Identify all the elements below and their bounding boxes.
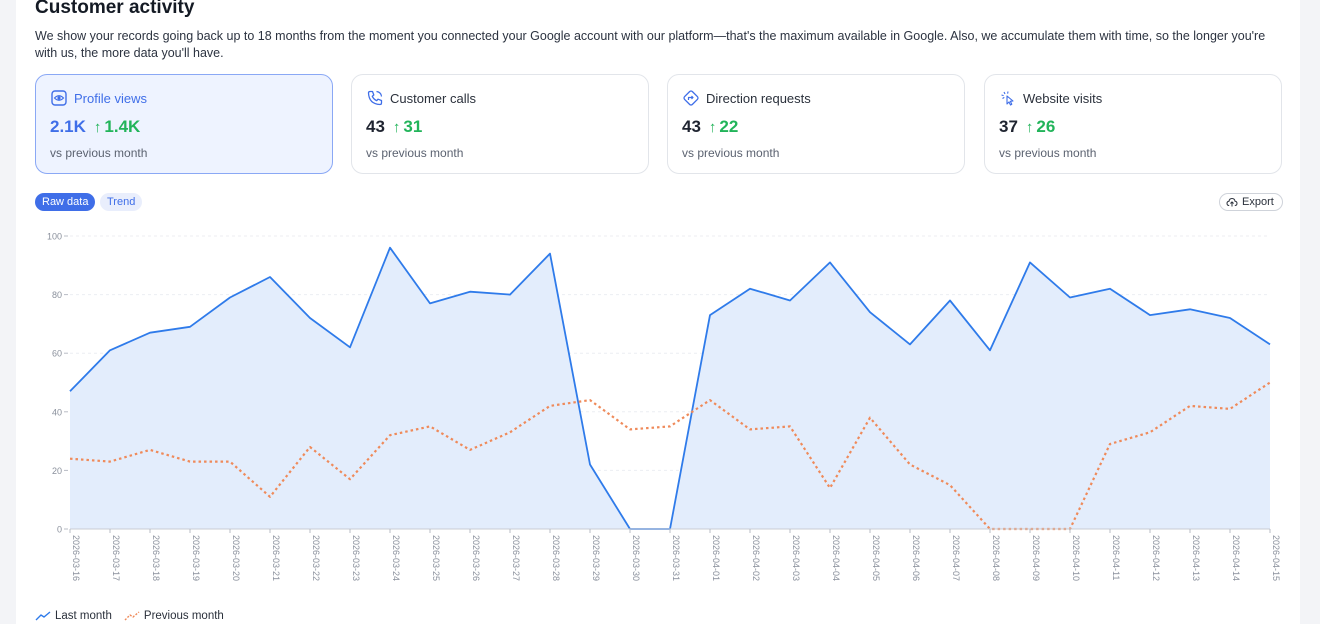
x-tick-label: 2026-03-22 bbox=[311, 535, 321, 581]
card-value: 43 bbox=[682, 117, 701, 136]
line-chart-icon bbox=[124, 611, 140, 621]
card-label: Profile views bbox=[74, 90, 147, 106]
y-tick-label: 60 bbox=[52, 349, 62, 359]
x-tick-label: 2026-04-03 bbox=[791, 535, 801, 581]
card-label: Customer calls bbox=[390, 90, 476, 106]
x-tick-label: 2026-03-31 bbox=[671, 535, 681, 581]
x-tick-label: 2026-04-13 bbox=[1191, 535, 1201, 581]
x-tick-label: 2026-04-07 bbox=[951, 535, 961, 581]
x-tick-label: 2026-03-17 bbox=[111, 535, 121, 581]
x-tick-label: 2026-03-26 bbox=[471, 535, 481, 581]
x-tick-label: 2026-03-24 bbox=[391, 535, 401, 581]
card-website-visits[interactable]: Website visits 37 ↑ 26 vs previous month bbox=[984, 74, 1282, 174]
x-tick-label: 2026-04-08 bbox=[991, 535, 1001, 581]
x-tick-label: 2026-04-04 bbox=[831, 535, 841, 581]
phone-icon bbox=[367, 90, 383, 106]
export-label: Export bbox=[1242, 196, 1274, 208]
export-button[interactable]: Export bbox=[1219, 193, 1283, 211]
x-tick-label: 2026-04-01 bbox=[711, 535, 721, 581]
x-tick-label: 2026-03-18 bbox=[151, 535, 161, 581]
x-tick-label: 2026-04-06 bbox=[911, 535, 921, 581]
cloud-upload-icon bbox=[1226, 197, 1238, 207]
chart-axes: 0 20 40 60 80 100 2026-03-16 2026-03-17 2026-03-… bbox=[47, 232, 1281, 582]
x-tick-label: 2026-03-29 bbox=[591, 535, 601, 581]
x-tick-label: 2026-04-10 bbox=[1071, 535, 1081, 581]
legend-previous-month[interactable]: Previous month bbox=[124, 610, 224, 622]
direction-icon bbox=[683, 90, 699, 106]
card-customer-calls[interactable]: Customer calls 43 ↑ 31 vs previous month bbox=[351, 74, 649, 174]
trend-toggle[interactable]: Trend bbox=[100, 193, 143, 211]
x-tick-label: 2026-04-12 bbox=[1151, 535, 1161, 581]
eye-icon bbox=[51, 90, 67, 106]
card-direction-requests[interactable]: Direction requests 43 ↑ 22 vs previous mo… bbox=[667, 74, 965, 174]
y-tick-label: 40 bbox=[52, 407, 62, 417]
x-tick-label: 2026-03-27 bbox=[511, 535, 521, 581]
card-subtitle: vs previous month bbox=[682, 146, 780, 160]
legend-label: Previous month bbox=[143, 610, 224, 622]
arrow-up-icon: ↑ bbox=[1025, 119, 1034, 136]
card-value: 2.1K bbox=[50, 117, 86, 136]
card-delta: 31 bbox=[403, 117, 423, 136]
activity-chart: 0 20 40 60 80 100 2026-03-16 2026-03-17 2026-03-… bbox=[47, 232, 1281, 582]
cursor-click-icon bbox=[1001, 91, 1014, 106]
x-tick-label: 2026-04-15 bbox=[1271, 535, 1281, 581]
y-tick-label: 80 bbox=[52, 290, 62, 300]
last-month-area bbox=[70, 247, 1270, 529]
card-subtitle: vs previous month bbox=[999, 146, 1097, 160]
x-tick-label: 2026-03-25 bbox=[431, 535, 441, 581]
page-description: We show your records going back up to 18… bbox=[35, 29, 1266, 60]
page-title: Customer activity bbox=[35, 0, 195, 18]
card-value: 37 bbox=[999, 117, 1018, 136]
x-tick-label: 2026-04-11 bbox=[1111, 535, 1121, 580]
card-subtitle: vs previous month bbox=[366, 146, 464, 160]
x-tick-label: 2026-04-05 bbox=[871, 535, 881, 581]
card-label: Website visits bbox=[1023, 90, 1103, 106]
arrow-up-icon: ↑ bbox=[708, 119, 717, 136]
arrow-up-icon: ↑ bbox=[392, 119, 401, 136]
x-tick-label: 2026-03-28 bbox=[551, 535, 561, 581]
card-value: 43 bbox=[366, 117, 385, 136]
y-tick-label: 0 bbox=[57, 525, 62, 535]
x-tick-label: 2026-03-19 bbox=[191, 535, 201, 581]
x-tick-label: 2026-03-23 bbox=[351, 535, 361, 581]
x-tick-label: 2026-04-02 bbox=[751, 535, 761, 581]
line-chart-icon bbox=[35, 611, 51, 621]
y-tick-label: 100 bbox=[47, 232, 62, 242]
raw-data-toggle[interactable]: Raw data bbox=[35, 193, 96, 211]
card-delta: 22 bbox=[719, 117, 739, 136]
x-tick-label: 2026-03-20 bbox=[231, 535, 241, 581]
legend-last-month[interactable]: Last month bbox=[35, 610, 112, 622]
card-delta: 1.4K bbox=[104, 117, 141, 136]
x-tick-label: 2026-03-21 bbox=[271, 535, 281, 581]
chart-legend: Last month Previous month bbox=[35, 610, 224, 622]
legend-label: Last month bbox=[55, 610, 112, 622]
x-tick-label: 2026-04-14 bbox=[1231, 535, 1241, 581]
x-tick-label: 2026-03-30 bbox=[631, 535, 641, 581]
x-tick-label: 2026-03-16 bbox=[71, 535, 81, 581]
card-label: Direction requests bbox=[706, 90, 811, 106]
arrow-up-icon: ↑ bbox=[93, 119, 102, 136]
card-subtitle: vs previous month bbox=[50, 146, 148, 160]
card-profile-views[interactable]: Profile views 2.1K ↑ 1.4K vs previous mon… bbox=[35, 74, 333, 174]
card-delta: 26 bbox=[1036, 117, 1056, 136]
x-tick-label: 2026-04-09 bbox=[1031, 535, 1041, 581]
y-tick-label: 20 bbox=[52, 466, 62, 476]
